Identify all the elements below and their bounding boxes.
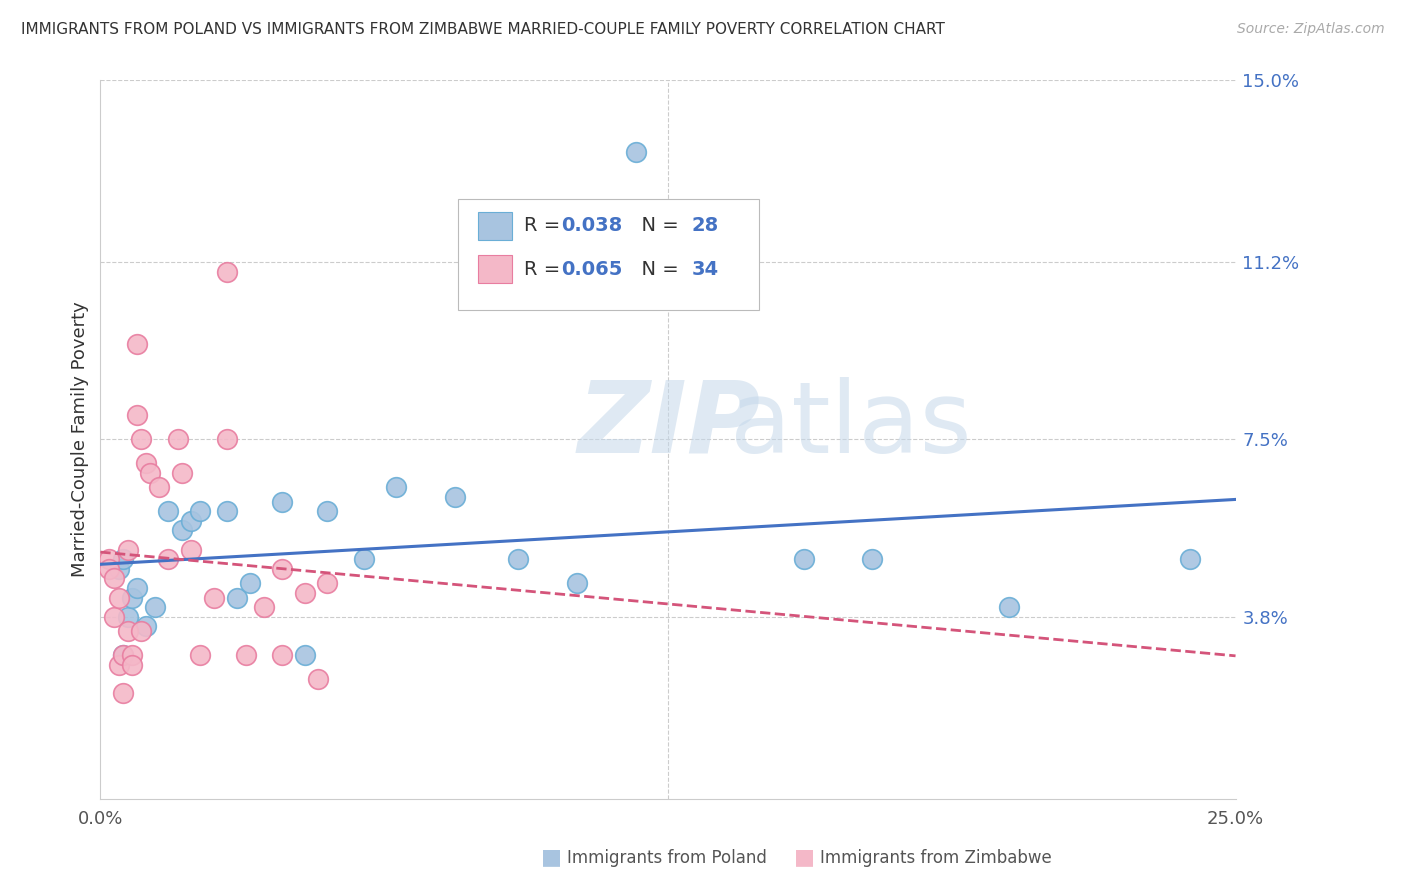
Point [565,576,588,591]
Point [235,648,257,662]
Point [239,576,262,591]
Point [121,591,143,605]
Point [271,562,294,576]
Text: 28: 28 [692,217,718,235]
Y-axis label: Married-Couple Family Poverty: Married-Couple Family Poverty [72,301,89,577]
Point [316,504,339,518]
Point [225,591,247,605]
Point [107,591,129,605]
FancyBboxPatch shape [478,254,512,284]
Point [112,686,135,700]
Point [117,542,139,557]
Point [172,466,194,480]
FancyBboxPatch shape [478,211,512,240]
Point [307,672,329,686]
Point [103,609,125,624]
Point [129,624,152,639]
Text: R =: R = [524,260,567,278]
Point [98,552,121,566]
Text: N =: N = [630,217,685,235]
Point [624,145,647,159]
Point [217,504,239,518]
Point [103,571,125,585]
Point [316,576,339,591]
Point [217,433,239,447]
Text: Immigrants from Poland: Immigrants from Poland [567,849,766,867]
Point [125,581,148,595]
Text: Source: ZipAtlas.com: Source: ZipAtlas.com [1237,22,1385,37]
Point [172,524,194,538]
FancyBboxPatch shape [458,199,759,310]
Text: ZIP: ZIP [576,376,761,474]
Point [1178,552,1201,566]
Point [271,494,294,508]
Point [112,648,135,662]
Point [180,542,202,557]
Text: atlas: atlas [730,376,972,474]
Point [860,552,883,566]
Point [117,624,139,639]
Text: Immigrants from Zimbabwe: Immigrants from Zimbabwe [820,849,1052,867]
Point [294,648,316,662]
Point [135,619,157,633]
Point [188,648,211,662]
Point [112,552,135,566]
Point [125,409,148,423]
Point [180,514,202,528]
Point [121,657,143,672]
Point [139,466,162,480]
Point [294,586,316,600]
Point [125,336,148,351]
Point [98,562,121,576]
Point [107,562,129,576]
Point [129,433,152,447]
Point [271,648,294,662]
Point [353,552,375,566]
Text: 34: 34 [692,260,718,278]
Point [157,504,180,518]
Point [143,600,166,615]
Point [135,456,157,470]
Text: 0.065: 0.065 [561,260,623,278]
Text: ■: ■ [541,847,562,867]
Point [202,591,225,605]
Point [112,648,135,662]
Point [253,600,276,615]
Text: R =: R = [524,217,567,235]
Point [384,480,406,494]
Point [997,600,1019,615]
Point [217,265,239,279]
Point [443,490,465,504]
Text: IMMIGRANTS FROM POLAND VS IMMIGRANTS FROM ZIMBABWE MARRIED-COUPLE FAMILY POVERTY: IMMIGRANTS FROM POLAND VS IMMIGRANTS FRO… [21,22,945,37]
Point [157,552,180,566]
Text: N =: N = [630,260,685,278]
Point [121,648,143,662]
Text: 0.038: 0.038 [561,217,623,235]
Point [117,609,139,624]
Point [148,480,170,494]
Point [506,552,529,566]
Point [166,433,188,447]
Point [188,504,211,518]
Text: ■: ■ [794,847,815,867]
Point [107,657,129,672]
Point [793,552,815,566]
